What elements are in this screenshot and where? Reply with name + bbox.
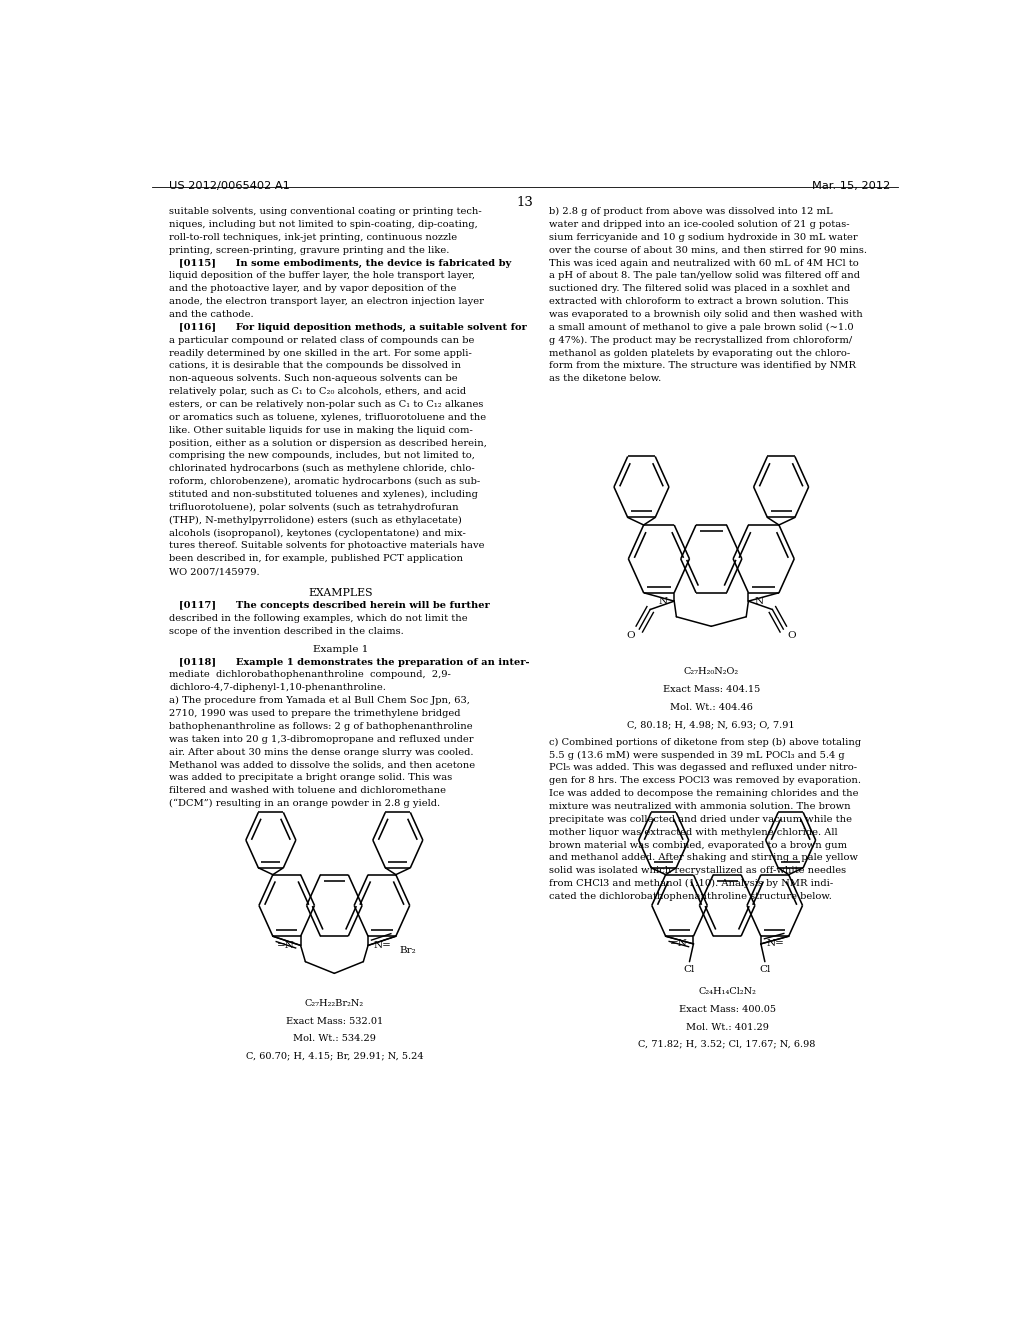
Text: non-aqueous solvents. Such non-aqueous solvents can be: non-aqueous solvents. Such non-aqueous s… [169, 375, 458, 383]
Text: C, 80.18; H, 4.98; N, 6.93; O, 7.91: C, 80.18; H, 4.98; N, 6.93; O, 7.91 [628, 719, 795, 729]
Text: extracted with chloroform to extract a brown solution. This: extracted with chloroform to extract a b… [549, 297, 848, 306]
Text: =N: =N [670, 940, 688, 948]
Text: O: O [787, 631, 796, 640]
Text: Exact Mass: 532.01: Exact Mass: 532.01 [286, 1018, 383, 1026]
Text: scope of the invention described in the claims.: scope of the invention described in the … [169, 627, 404, 636]
Text: esters, or can be relatively non-polar such as C₁ to C₁₂ alkanes: esters, or can be relatively non-polar s… [169, 400, 483, 409]
Text: and methanol added. After shaking and stirring a pale yellow: and methanol added. After shaking and st… [549, 854, 858, 862]
Text: dichloro-4,7-diphenyl-1,10-phenanthroline.: dichloro-4,7-diphenyl-1,10-phenanthrolin… [169, 684, 386, 692]
Text: as the diketone below.: as the diketone below. [549, 375, 660, 383]
Text: US 2012/0065402 A1: US 2012/0065402 A1 [169, 181, 290, 191]
Text: N: N [658, 597, 668, 606]
Text: niques, including but not limited to spin-coating, dip-coating,: niques, including but not limited to spi… [169, 220, 478, 230]
Text: form from the mixture. The structure was identified by NMR: form from the mixture. The structure was… [549, 362, 856, 371]
Text: Methanol was added to dissolve the solids, and then acetone: Methanol was added to dissolve the solid… [169, 760, 475, 770]
Text: described in the following examples, which do not limit the: described in the following examples, whi… [169, 614, 468, 623]
Text: C, 71.82; H, 3.52; Cl, 17.67; N, 6.98: C, 71.82; H, 3.52; Cl, 17.67; N, 6.98 [639, 1040, 816, 1049]
Text: trifluorotoluene), polar solvents (such as tetrahydrofuran: trifluorotoluene), polar solvents (such … [169, 503, 459, 512]
Text: Br₂: Br₂ [399, 946, 417, 954]
Text: air. After about 30 mins the dense orange slurry was cooled.: air. After about 30 mins the dense orang… [169, 747, 474, 756]
Text: and the photoactive layer, and by vapor deposition of the: and the photoactive layer, and by vapor … [169, 284, 457, 293]
Text: N=: N= [374, 941, 391, 950]
Text: This was iced again and neutralized with 60 mL of 4M HCl to: This was iced again and neutralized with… [549, 259, 858, 268]
Text: Exact Mass: 400.05: Exact Mass: 400.05 [679, 1006, 775, 1014]
Text: Mol. Wt.: 401.29: Mol. Wt.: 401.29 [686, 1023, 769, 1032]
Text: 13: 13 [516, 195, 534, 209]
Text: comprising the new compounds, includes, but not limited to,: comprising the new compounds, includes, … [169, 451, 475, 461]
Text: [0118]  Example 1 demonstrates the preparation of an inter-: [0118] Example 1 demonstrates the prepar… [169, 657, 529, 667]
Text: Mol. Wt.: 404.46: Mol. Wt.: 404.46 [670, 702, 753, 711]
Text: a small amount of methanol to give a pale brown solid (~1.0: a small amount of methanol to give a pal… [549, 323, 853, 333]
Text: C, 60.70; H, 4.15; Br, 29.91; N, 5.24: C, 60.70; H, 4.15; Br, 29.91; N, 5.24 [246, 1052, 423, 1061]
Text: tures thereof. Suitable solvents for photoactive materials have: tures thereof. Suitable solvents for pho… [169, 541, 484, 550]
Text: Cl: Cl [759, 965, 770, 974]
Text: Ice was added to decompose the remaining chlorides and the: Ice was added to decompose the remaining… [549, 789, 858, 799]
Text: N: N [755, 597, 764, 606]
Text: (THP), N-methylpyrrolidone) esters (such as ethylacetate): (THP), N-methylpyrrolidone) esters (such… [169, 516, 462, 525]
Text: O: O [627, 631, 635, 640]
Text: roform, chlorobenzene), aromatic hydrocarbons (such as sub-: roform, chlorobenzene), aromatic hydroca… [169, 478, 480, 486]
Text: from CHCl3 and methanol (1:10). Analysis by NMR indi-: from CHCl3 and methanol (1:10). Analysis… [549, 879, 833, 888]
Text: relatively polar, such as C₁ to C₂₀ alcohols, ethers, and acid: relatively polar, such as C₁ to C₂₀ alco… [169, 387, 466, 396]
Text: cations, it is desirable that the compounds be dissolved in: cations, it is desirable that the compou… [169, 362, 461, 371]
Text: bathophenanthroline as follows: 2 g of bathophenanthroline: bathophenanthroline as follows: 2 g of b… [169, 722, 473, 731]
Text: was evaporated to a brownish oily solid and then washed with: was evaporated to a brownish oily solid … [549, 310, 862, 319]
Text: c) Combined portions of diketone from step (b) above totaling: c) Combined portions of diketone from st… [549, 738, 861, 747]
Text: chlorinated hydrocarbons (such as methylene chloride, chlo-: chlorinated hydrocarbons (such as methyl… [169, 465, 475, 474]
Text: Mar. 15, 2012: Mar. 15, 2012 [812, 181, 890, 191]
Text: C₂₇H₂₀N₂O₂: C₂₇H₂₀N₂O₂ [684, 667, 739, 676]
Text: WO 2007/145979.: WO 2007/145979. [169, 568, 260, 577]
Text: C₂₄H₁₄Cl₂N₂: C₂₄H₁₄Cl₂N₂ [698, 987, 756, 997]
Text: water and dripped into an ice-cooled solution of 21 g potas-: water and dripped into an ice-cooled sol… [549, 220, 849, 230]
Text: b) 2.8 g of product from above was dissolved into 12 mL: b) 2.8 g of product from above was disso… [549, 207, 833, 216]
Text: sium ferricyanide and 10 g sodium hydroxide in 30 mL water: sium ferricyanide and 10 g sodium hydrox… [549, 232, 857, 242]
Text: cated the dichlorobathophenanthroline structure below.: cated the dichlorobathophenanthroline st… [549, 892, 831, 902]
Text: EXAMPLES: EXAMPLES [308, 589, 373, 598]
Text: Example 1: Example 1 [313, 644, 369, 653]
Text: over the course of about 30 mins, and then stirred for 90 mins.: over the course of about 30 mins, and th… [549, 246, 866, 255]
Text: C₂₇H₂₂Br₂N₂: C₂₇H₂₂Br₂N₂ [305, 999, 364, 1007]
Text: anode, the electron transport layer, an electron injection layer: anode, the electron transport layer, an … [169, 297, 484, 306]
Text: printing, screen-printing, gravure printing and the like.: printing, screen-printing, gravure print… [169, 246, 450, 255]
Text: g 47%). The product may be recrystallized from chloroform/: g 47%). The product may be recrystallize… [549, 335, 852, 345]
Text: or aromatics such as toluene, xylenes, trifluorotoluene and the: or aromatics such as toluene, xylenes, t… [169, 413, 486, 422]
Text: mixture was neutralized with ammonia solution. The brown: mixture was neutralized with ammonia sol… [549, 803, 850, 810]
Text: precipitate was collected and dried under vacuum while the: precipitate was collected and dried unde… [549, 814, 852, 824]
Text: been described in, for example, published PCT application: been described in, for example, publishe… [169, 554, 463, 564]
Text: gen for 8 hrs. The excess POCl3 was removed by evaporation.: gen for 8 hrs. The excess POCl3 was remo… [549, 776, 860, 785]
Text: mediate  dichlorobathophenanthroline  compound,  2,9-: mediate dichlorobathophenanthroline comp… [169, 671, 452, 680]
Text: solid was isolated which recrystallized as off-white needles: solid was isolated which recrystallized … [549, 866, 846, 875]
Text: position, either as a solution or dispersion as described herein,: position, either as a solution or disper… [169, 438, 487, 447]
Text: [0116]  For liquid deposition methods, a suitable solvent for: [0116] For liquid deposition methods, a … [169, 323, 527, 331]
Text: readily determined by one skilled in the art. For some appli-: readily determined by one skilled in the… [169, 348, 472, 358]
Text: a) The procedure from Yamada et al Bull Chem Soc Jpn, 63,: a) The procedure from Yamada et al Bull … [169, 696, 470, 705]
Text: filtered and washed with toluene and dichloromethane: filtered and washed with toluene and dic… [169, 787, 446, 795]
Text: Mol. Wt.: 534.29: Mol. Wt.: 534.29 [293, 1035, 376, 1043]
Text: suctioned dry. The filtered solid was placed in a soxhlet and: suctioned dry. The filtered solid was pl… [549, 284, 850, 293]
Text: roll-to-roll techniques, ink-jet printing, continuous nozzle: roll-to-roll techniques, ink-jet printin… [169, 232, 458, 242]
Text: 5.5 g (13.6 mM) were suspended in 39 mL POCl₃ and 5.4 g: 5.5 g (13.6 mM) were suspended in 39 mL … [549, 751, 844, 760]
Text: (“DCM”) resulting in an orange powder in 2.8 g yield.: (“DCM”) resulting in an orange powder in… [169, 799, 440, 808]
Text: alcohols (isopropanol), keytones (cyclopentatone) and mix-: alcohols (isopropanol), keytones (cyclop… [169, 528, 466, 537]
Text: a particular compound or related class of compounds can be: a particular compound or related class o… [169, 335, 475, 345]
Text: stituted and non-substituted toluenes and xylenes), including: stituted and non-substituted toluenes an… [169, 490, 478, 499]
Text: was added to precipitate a bright orange solid. This was: was added to precipitate a bright orange… [169, 774, 453, 783]
Text: N=: N= [766, 940, 784, 948]
Text: [0115]  In some embodiments, the device is fabricated by: [0115] In some embodiments, the device i… [169, 259, 512, 268]
Text: mother liquor was extracted with methylene chloride. All: mother liquor was extracted with methyle… [549, 828, 838, 837]
Text: Cl: Cl [684, 965, 695, 974]
Text: [0117]  The concepts described herein will be further: [0117] The concepts described herein wil… [169, 601, 490, 610]
Text: methanol as golden platelets by evaporating out the chloro-: methanol as golden platelets by evaporat… [549, 348, 850, 358]
Text: like. Other suitable liquids for use in making the liquid com-: like. Other suitable liquids for use in … [169, 426, 473, 434]
Text: PCl₅ was added. This was degassed and refluxed under nitro-: PCl₅ was added. This was degassed and re… [549, 763, 857, 772]
Text: liquid deposition of the buffer layer, the hole transport layer,: liquid deposition of the buffer layer, t… [169, 272, 475, 280]
Text: 2710, 1990 was used to prepare the trimethylene bridged: 2710, 1990 was used to prepare the trime… [169, 709, 461, 718]
Text: suitable solvents, using conventional coating or printing tech-: suitable solvents, using conventional co… [169, 207, 482, 216]
Text: brown material was combined, evaporated to a brown gum: brown material was combined, evaporated … [549, 841, 847, 850]
Text: Exact Mass: 404.15: Exact Mass: 404.15 [663, 685, 760, 694]
Text: and the cathode.: and the cathode. [169, 310, 254, 319]
Text: =N: =N [278, 941, 295, 950]
Text: a pH of about 8. The pale tan/yellow solid was filtered off and: a pH of about 8. The pale tan/yellow sol… [549, 272, 859, 280]
Text: was taken into 20 g 1,3-dibromopropane and refluxed under: was taken into 20 g 1,3-dibromopropane a… [169, 735, 474, 743]
